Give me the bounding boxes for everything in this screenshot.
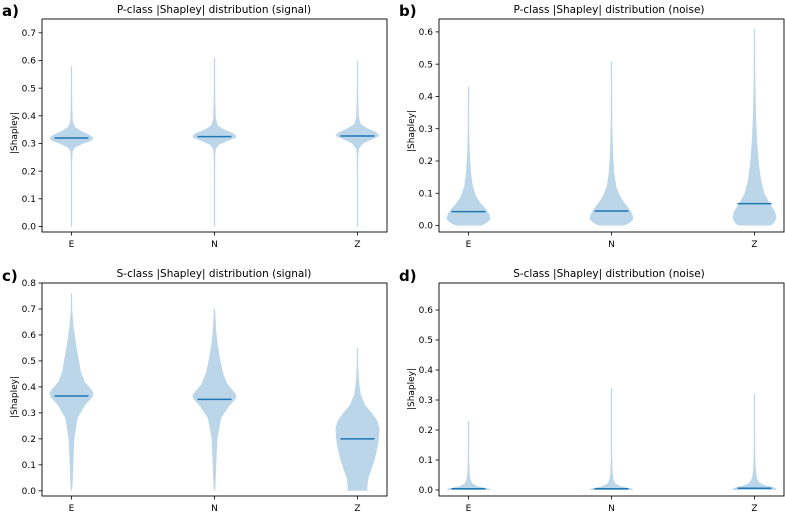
y-axis-label: |Shapley| [407,368,417,410]
y-tick-label: 0.3 [22,409,36,419]
y-tick-label: 0.1 [419,189,433,199]
y-ticks: 0.0 0.1 0.2 0.3 0.4 0.5 0.6 0.7 [22,29,42,233]
x-tick-label: Z [354,504,360,513]
panel-title: P-class |Shapley| distribution (signal) [117,4,311,16]
panel-tag: c) [2,267,18,285]
y-tick-label: 0.4 [419,93,434,103]
panel-title: S-class |Shapley| distribution (signal) [117,268,312,280]
y-tick-label: 0.0 [22,223,37,233]
y-axis-label: |Shapley| [10,376,20,418]
violin-layer [49,57,380,227]
y-tick-label: 0.2 [419,157,433,167]
y-tick-label: 0.1 [22,195,36,205]
panel-c: c) S-class |Shapley| distribution (signa… [2,267,388,513]
panel-tag: d) [399,267,417,285]
y-ticks: 0.0 0.1 0.2 0.3 0.4 0.5 0.6 [419,28,439,232]
y-tick-label: 0.5 [419,336,433,346]
violin-z [335,347,380,491]
y-tick-label: 0.2 [22,435,36,445]
panel-a: a) P-class |Shapley| distribution (signa… [2,2,388,250]
panel-d: d) S-class |Shapley| distribution (noise… [399,267,785,513]
y-ticks: 0.0 0.1 0.2 0.3 0.4 0.5 0.6 0.7 0.8 [22,279,42,497]
violin-layer [49,293,380,491]
y-tick-label: 0.1 [22,461,36,471]
y-tick-label: 0.7 [22,29,36,39]
y-tick-label: 0.5 [22,357,36,367]
x-tick-label: E [466,240,472,250]
violin-n [589,60,634,226]
x-tick-label: Z [751,240,757,250]
panel-tag: b) [399,2,417,20]
x-tick-label: N [608,240,615,250]
x-tick-label: N [608,504,615,513]
y-tick-label: 0.3 [419,396,433,406]
y-tick-label: 0.0 [22,487,37,497]
y-tick-label: 0.6 [419,306,434,316]
violin-e [446,421,491,490]
x-tick-label: Z [354,240,360,250]
y-tick-label: 0.6 [419,28,434,38]
y-axis-label: |Shapley| [10,112,20,154]
x-tick-label: N [211,504,218,513]
y-tick-label: 0.4 [22,383,37,393]
y-tick-label: 0.5 [22,84,36,94]
x-tick-label: Z [751,504,757,513]
y-tick-label: 0.3 [22,140,36,150]
x-tick-label: E [69,504,75,513]
violin-z [732,28,777,226]
panel-title: S-class |Shapley| distribution (noise) [513,268,705,280]
violin-layer [446,28,777,226]
y-tick-label: 0.3 [419,125,433,135]
panel-title: P-class |Shapley| distribution (noise) [513,4,704,16]
violin-e [49,66,94,227]
y-tick-label: 0.4 [22,112,37,122]
x-tick-label: E [69,240,75,250]
y-tick-label: 0.5 [419,60,433,70]
y-tick-label: 0.8 [22,279,37,289]
violin-z [732,394,777,490]
y-tick-label: 0.6 [22,331,37,341]
y-axis-label: |Shapley| [407,110,417,152]
y-tick-label: 0.0 [419,486,434,496]
y-tick-label: 0.7 [22,305,36,315]
panel-b: b) P-class |Shapley| distribution (noise… [399,2,785,250]
y-tick-label: 0.0 [419,222,434,232]
y-ticks: 0.0 0.1 0.2 0.3 0.4 0.5 0.6 [419,306,439,496]
violin-n [589,388,634,490]
violin-z [335,60,380,227]
y-tick-label: 0.2 [22,167,36,177]
violin-layer [446,388,777,490]
violin-n [192,57,237,227]
y-tick-label: 0.2 [419,426,433,436]
panel-tag: a) [2,2,19,20]
y-tick-label: 0.4 [419,366,434,376]
y-tick-label: 0.6 [22,57,37,67]
violin-e [446,86,491,226]
y-tick-label: 0.1 [419,456,433,466]
x-tick-label: N [211,240,218,250]
violin-e [49,293,94,491]
x-tick-label: E [466,504,472,513]
